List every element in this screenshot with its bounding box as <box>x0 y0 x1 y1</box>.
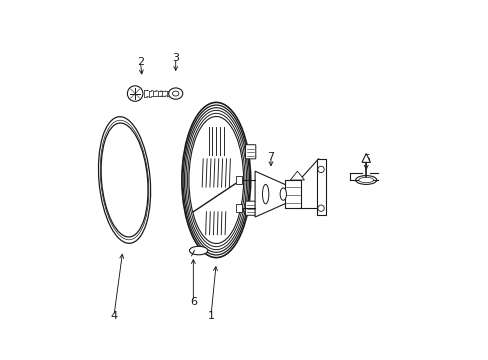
Bar <box>235 176 242 184</box>
Text: 2: 2 <box>137 57 143 67</box>
Text: 5: 5 <box>362 154 369 164</box>
Polygon shape <box>290 171 304 180</box>
Polygon shape <box>255 171 286 217</box>
FancyBboxPatch shape <box>245 201 255 215</box>
Ellipse shape <box>280 188 286 200</box>
Ellipse shape <box>168 88 183 99</box>
Text: 1: 1 <box>207 311 214 321</box>
Text: 7: 7 <box>267 152 274 162</box>
Polygon shape <box>316 159 325 215</box>
Ellipse shape <box>172 91 179 96</box>
Ellipse shape <box>262 184 268 204</box>
Polygon shape <box>361 153 370 162</box>
Circle shape <box>317 166 324 172</box>
Circle shape <box>317 205 324 211</box>
FancyBboxPatch shape <box>245 145 255 159</box>
Bar <box>285 180 300 208</box>
Ellipse shape <box>355 176 376 184</box>
Ellipse shape <box>189 246 207 255</box>
Text: 4: 4 <box>110 311 117 321</box>
Ellipse shape <box>358 177 373 183</box>
Bar <box>235 204 242 212</box>
Text: 3: 3 <box>172 53 179 63</box>
Text: 6: 6 <box>189 297 197 307</box>
Ellipse shape <box>188 117 243 243</box>
Circle shape <box>127 86 142 101</box>
